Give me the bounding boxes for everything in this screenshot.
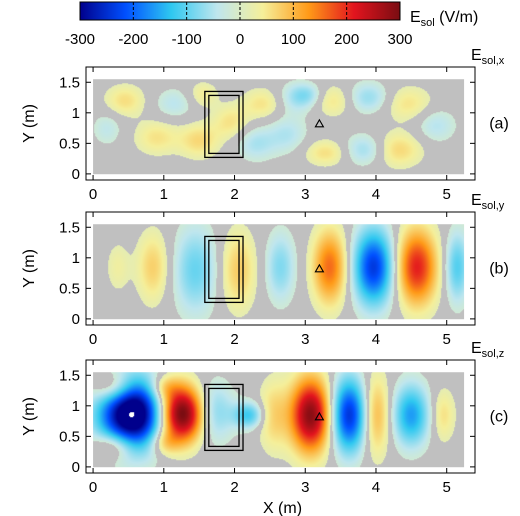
obstacle-outer bbox=[204, 90, 244, 159]
panel-label: (a) bbox=[489, 116, 509, 133]
colorbar-tick-label: -200 bbox=[118, 31, 148, 48]
y-tick-label: 1 bbox=[72, 250, 80, 267]
panel-a: 0 1 2 3 4 5 0 0.5 1 1.5 Y (m) Esol,x (a) bbox=[21, 47, 509, 203]
heatmap-field bbox=[93, 224, 465, 320]
x-axis-label: X (m) bbox=[263, 500, 302, 516]
x-tick-label: 3 bbox=[301, 331, 309, 348]
y-tick-label: 1.5 bbox=[59, 367, 80, 384]
component-label-sub: sol,x bbox=[482, 55, 505, 67]
x-tick-label: 1 bbox=[160, 331, 168, 348]
y-axis-label: Y (m) bbox=[21, 249, 38, 288]
y-axis-label: Y (m) bbox=[21, 104, 38, 143]
x-tick-label: 1 bbox=[160, 186, 168, 203]
colorbar-tick-label: 300 bbox=[387, 31, 412, 48]
y-tick-label: 0.5 bbox=[59, 280, 80, 297]
colorbar-tick-label: 0 bbox=[236, 31, 244, 48]
panel-c: 0 1 2 3 4 5 0 0.5 1 1.5 Y (m) X (m) Esol,z (c) bbox=[21, 340, 508, 516]
colorbar-ticks: -300 -200 -100 0 100 200 300 bbox=[65, 2, 413, 48]
x-tick-label: 4 bbox=[372, 186, 380, 203]
y-tick-label: 0.5 bbox=[59, 428, 80, 445]
component-label-sub: sol,y bbox=[482, 200, 505, 212]
component-label-sub: sol,z bbox=[482, 348, 505, 360]
component-label: Esol,y bbox=[471, 192, 505, 212]
plot-frame bbox=[85, 66, 476, 181]
obstacle-inner bbox=[208, 239, 240, 300]
receiver-marker bbox=[314, 411, 325, 421]
component-label-main: E bbox=[471, 47, 482, 64]
colorbar-tick-label: 100 bbox=[281, 31, 306, 48]
x-tick-label: 0 bbox=[89, 331, 97, 348]
x-tick-label: 5 bbox=[443, 331, 451, 348]
panel-label: (c) bbox=[490, 409, 509, 426]
plot-frame bbox=[85, 359, 476, 474]
y-tick-label: 1 bbox=[72, 105, 80, 122]
obstacle-outer bbox=[204, 235, 244, 304]
x-tick-label: 2 bbox=[230, 186, 238, 203]
x-tick-label: 3 bbox=[301, 186, 309, 203]
y-tick-label: 0 bbox=[72, 311, 80, 328]
obstacle-outer bbox=[204, 383, 244, 452]
x-tick-label: 3 bbox=[301, 479, 309, 496]
x-tick-label: 2 bbox=[230, 331, 238, 348]
receiver-marker bbox=[314, 118, 325, 128]
obstacle-inner bbox=[208, 387, 240, 448]
colorbar-label: Esol (V/m) bbox=[410, 9, 478, 29]
x-tick-label: 0 bbox=[89, 479, 97, 496]
x-tick-label: 1 bbox=[160, 479, 168, 496]
y-tick-label: 1.5 bbox=[59, 74, 80, 91]
y-tick-label: 1 bbox=[72, 398, 80, 415]
colorbar: -300 -200 -100 0 100 200 300 Esol (V/m) bbox=[65, 1, 478, 48]
x-tick-label: 4 bbox=[372, 331, 380, 348]
x-tick-label: 5 bbox=[443, 186, 451, 203]
obstacle-inner bbox=[208, 94, 240, 155]
colorbar-tick-label: 200 bbox=[334, 31, 359, 48]
colorbar-tick-label: -100 bbox=[172, 31, 202, 48]
y-axis-label: Y (m) bbox=[21, 397, 38, 436]
panel-label: (b) bbox=[489, 261, 509, 278]
x-tick-label: 4 bbox=[372, 479, 380, 496]
y-tick-label: 0 bbox=[72, 166, 80, 183]
colorbar-tick-label: -300 bbox=[65, 31, 95, 48]
component-label: Esol,z bbox=[471, 340, 504, 360]
x-tick-label: 0 bbox=[89, 186, 97, 203]
component-label: Esol,x bbox=[471, 47, 505, 67]
x-tick-label: 5 bbox=[443, 479, 451, 496]
panel-b: 0 1 2 3 4 5 0 0.5 1 1.5 Y (m) Esol,y (b) bbox=[21, 192, 509, 348]
y-tick-label: 0 bbox=[72, 459, 80, 476]
heatmap-field bbox=[93, 372, 465, 468]
y-tick-label: 0.5 bbox=[59, 135, 80, 152]
receiver-marker bbox=[314, 263, 325, 273]
plot-frame bbox=[85, 211, 476, 326]
heatmap-field bbox=[93, 79, 465, 175]
y-tick-label: 1.5 bbox=[59, 219, 80, 236]
component-label-main: E bbox=[471, 340, 482, 357]
component-label-main: E bbox=[471, 192, 482, 209]
x-tick-label: 2 bbox=[230, 479, 238, 496]
